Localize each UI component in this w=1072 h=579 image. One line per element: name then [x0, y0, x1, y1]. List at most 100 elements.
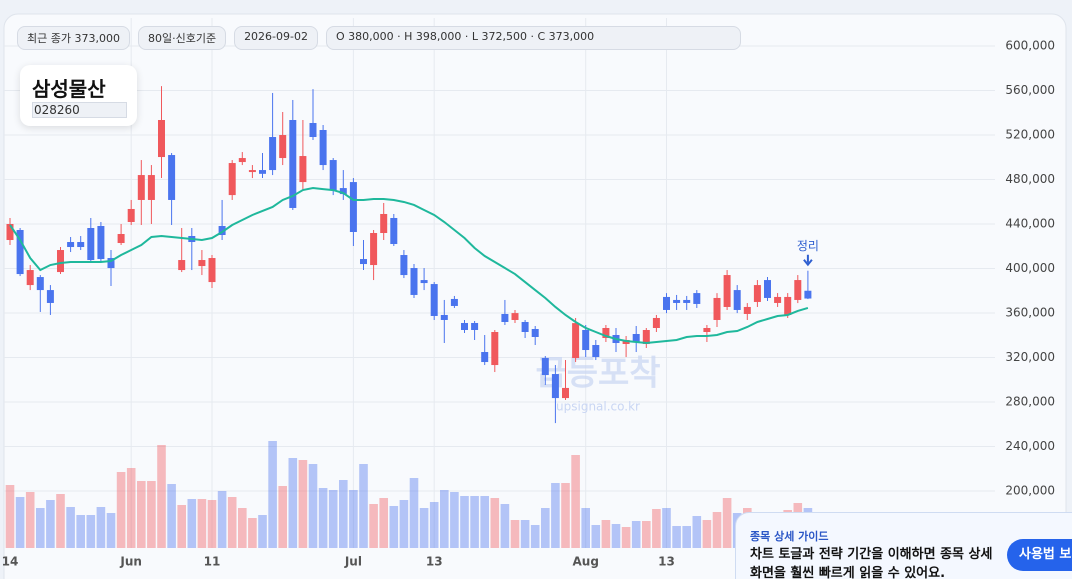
volume-bar [5, 485, 15, 548]
candle-body [703, 327, 711, 332]
candle-body [511, 313, 519, 320]
candle-body [57, 250, 64, 273]
y-tick-label: 560,000 [1005, 83, 1055, 97]
volume-bar [157, 445, 166, 548]
candle-body [107, 258, 115, 269]
volume-bar [268, 441, 277, 548]
volume-bar [248, 518, 257, 548]
candle-body [471, 322, 479, 330]
candle-body [339, 188, 347, 195]
volume-bar [177, 505, 186, 548]
y-tick-label: 480,000 [1005, 172, 1055, 186]
candle-body [693, 293, 701, 304]
volume-bar [682, 526, 691, 548]
candle-body [804, 290, 812, 299]
volume-bar [86, 515, 96, 548]
volume-bar [308, 464, 318, 548]
candle-body [178, 260, 186, 271]
volume-bar [581, 508, 590, 548]
candle-body [147, 175, 155, 200]
y-tick-label: 600,000 [1005, 39, 1055, 53]
candle-body [269, 137, 277, 171]
ticker-code: 028260 [32, 102, 127, 118]
volume-bar [258, 515, 267, 548]
volume-bar [298, 460, 308, 548]
candle-body [551, 374, 559, 399]
volume-bar [56, 494, 65, 548]
guide-button[interactable]: 사용법 보기 [1007, 539, 1072, 571]
volume-bar [702, 520, 712, 548]
y-tick-label: 240,000 [1005, 439, 1055, 453]
volume-bar [389, 506, 399, 548]
info-chip: 최근 종가 373,000 [17, 26, 130, 50]
volume-bar [490, 498, 500, 548]
candle-body [753, 285, 761, 302]
candle-body [743, 306, 751, 314]
volume-bar [46, 500, 55, 548]
candle-body [733, 290, 741, 310]
volume-bar [399, 500, 409, 548]
annotation-label: 정리 [797, 239, 819, 253]
candle-body [198, 260, 206, 267]
candle-body [764, 280, 771, 298]
candle-body [158, 119, 165, 158]
volume-bar [480, 496, 489, 548]
annotation-arrow [803, 254, 813, 267]
candle-body [461, 322, 468, 330]
candle-body [127, 208, 135, 222]
volume-bar [369, 504, 378, 548]
x-tick-label: 11 [204, 555, 221, 569]
volume-bar [197, 499, 207, 548]
volume-bar [440, 490, 449, 548]
title-card: 삼성물산 028260 [20, 65, 137, 126]
guide-body: 차트 토글과 전략 기간을 이해하면 종목 상세 화면을 훨씬 빠르게 읽을 수… [750, 547, 993, 579]
candle-body [602, 327, 610, 339]
y-tick-label: 360,000 [1005, 305, 1055, 319]
candle-body [168, 155, 176, 200]
y-tick-label: 200,000 [1005, 483, 1055, 497]
volume-bar [571, 455, 580, 548]
x-tick-label: Aug [572, 555, 598, 569]
candle-body [784, 296, 792, 315]
volume-bar [207, 500, 217, 548]
candle-body [228, 163, 236, 196]
info-chip: 2026-09-02 [234, 26, 318, 50]
info-chip: 80일·신호기준 [137, 26, 227, 50]
candle-body [349, 182, 357, 233]
candle-body [410, 268, 418, 295]
volume-bar [520, 520, 530, 548]
candle-body [259, 170, 266, 174]
volume-bar [692, 516, 702, 548]
volume-bar [642, 521, 651, 548]
volume-bar [379, 498, 388, 548]
candle-body [26, 270, 34, 286]
candle-body [16, 230, 24, 275]
volume-bar [238, 508, 247, 548]
volume-bar [510, 520, 520, 548]
volume-bar [429, 502, 439, 548]
candle-body [380, 213, 388, 234]
volume-bar [551, 483, 560, 548]
volume-bar [126, 468, 136, 548]
y-tick-label: 280,000 [1005, 394, 1055, 408]
volume-bar [328, 490, 338, 548]
candle-body [663, 296, 670, 310]
guide-title: 종목 상세 가이드 [750, 530, 829, 543]
volume-bar [36, 508, 45, 548]
candle-body [218, 225, 226, 236]
candle-body [46, 290, 54, 303]
volume-bar [278, 486, 287, 548]
candle-body [541, 358, 549, 376]
candle-body [299, 156, 307, 183]
volume-bar [147, 481, 156, 548]
x-tick-label: 13 [426, 555, 443, 569]
volume-bar [349, 490, 358, 548]
candle-body [430, 284, 438, 316]
volume-bar [530, 525, 540, 548]
volume-bar [712, 512, 722, 548]
candle-body [481, 352, 489, 363]
volume-bar [419, 508, 429, 548]
x-tick-label: 14 [2, 555, 19, 569]
y-tick-label: 440,000 [1005, 216, 1055, 230]
